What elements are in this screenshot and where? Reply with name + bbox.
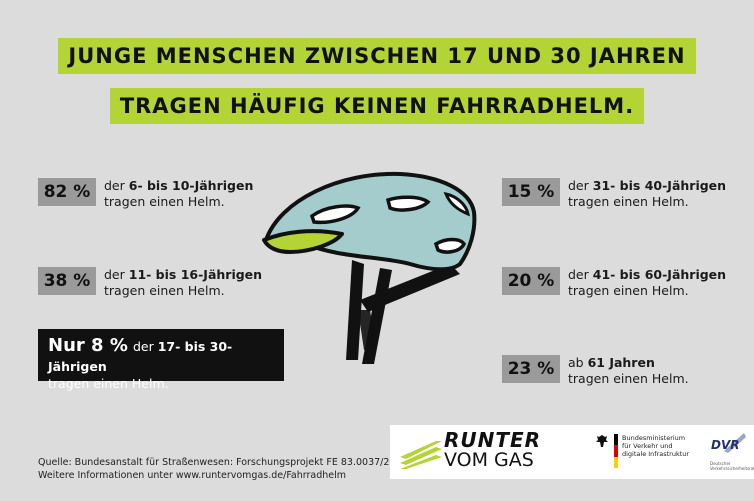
stat-age-6-10: 82 % der 6- bis 10-Jährigen tragen einen… xyxy=(38,178,253,210)
headline-line-2: TRAGEN HÄUFIG KEINEN FAHRRADHELM. xyxy=(0,88,754,124)
stat-description: ab 61 Jahren tragen einen Helm. xyxy=(568,355,689,386)
stat-age-17-30-highlight: Nur 8 % der 17- bis 30-Jährigen tragen e… xyxy=(38,329,284,391)
dvr-mark-icon: DVR xyxy=(711,433,746,453)
stat-description: der 31- bis 40-Jährigen tragen einen Hel… xyxy=(568,178,727,209)
dvr-logo: DVR Deutscher Verkehrssicherheitsrat xyxy=(710,431,754,471)
stat-age-31-40: 15 % der 31- bis 40-Jährigen tragen eine… xyxy=(502,178,726,210)
federal-eagle-icon xyxy=(596,435,608,447)
logo-bar: RUNTER VOM GAS Bundesministerium für Ver… xyxy=(390,425,754,479)
stat-description: der 11- bis 16-Jährigen tragen einen Hel… xyxy=(104,267,263,298)
stat-age-11-16: 38 % der 11- bis 16-Jährigen tragen eine… xyxy=(38,267,262,299)
headline-line-1: JUNGE MENSCHEN ZWISCHEN 17 UND 30 JAHREN xyxy=(0,38,754,74)
stat-value: 20 % xyxy=(502,267,560,295)
stat-value: Nur 8 % xyxy=(48,335,128,356)
source-note: Quelle: Bundesanstalt für Straßenwesen: … xyxy=(38,457,411,481)
stat-description: der 6- bis 10-Jährigen tragen einen Helm… xyxy=(104,178,254,209)
bmvi-logo: Bundesministerium für Verkehr und digita… xyxy=(596,434,689,468)
stat-age-61-plus: 23 % ab 61 Jahren tragen einen Helm. xyxy=(502,355,689,387)
stat-value: 23 % xyxy=(502,355,560,383)
stat-age-41-60: 20 % der 41- bis 60-Jährigen tragen eine… xyxy=(502,267,726,299)
bicycle-helmet-icon xyxy=(262,171,477,364)
stat-value: 38 % xyxy=(38,267,96,295)
stat-value: 15 % xyxy=(502,178,560,206)
runter-vom-gas-logo-icon xyxy=(400,441,442,469)
runter-vom-gas-logo: RUNTER VOM GAS xyxy=(444,428,542,471)
stat-description: der 41- bis 60-Jährigen tragen einen Hel… xyxy=(568,267,727,298)
german-flag-icon xyxy=(614,434,618,468)
stat-value: 82 % xyxy=(38,178,96,206)
svg-text:DVR: DVR xyxy=(711,438,740,452)
